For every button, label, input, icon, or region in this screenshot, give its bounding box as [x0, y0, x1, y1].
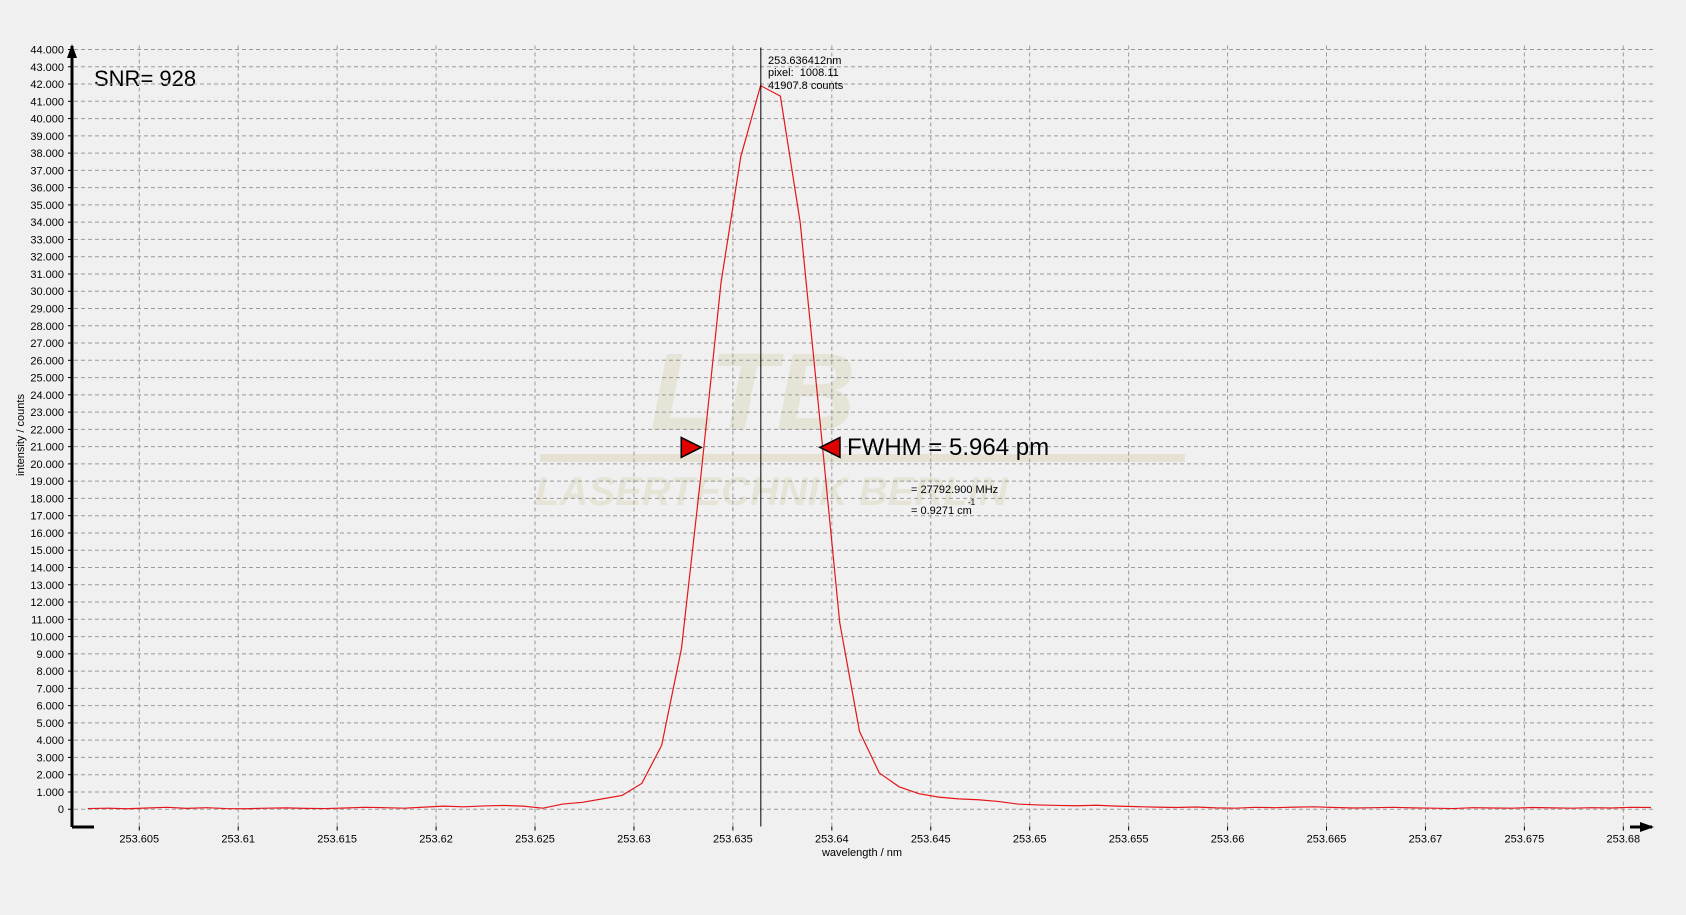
- y-tick-label: 29.000: [30, 304, 64, 316]
- x-tick-label: 253.645: [911, 834, 951, 846]
- x-tick-label: 253.615: [317, 834, 357, 846]
- y-tick-label: 14.000: [30, 563, 64, 575]
- fwhm-label: FWHM = 5.964 pm: [847, 434, 1049, 461]
- data-line: [87, 84, 1652, 810]
- y-axis-label: intensity / counts: [15, 394, 27, 476]
- x-tick-label: 253.63: [617, 834, 651, 846]
- y-tick-label: 20.000: [30, 459, 64, 471]
- y-tick-label: 0: [58, 804, 64, 816]
- y-tick-label: 15.000: [30, 545, 64, 557]
- plot-layer: 0 1.000 2.000 3.000 4.000 5.000 6.000 7.000 8.00…: [30, 45, 1653, 846]
- y-tick-label: 36.000: [30, 183, 64, 195]
- x-axis-label: wavelength / nm: [821, 847, 902, 859]
- y-tick-label: 3.000: [36, 752, 64, 764]
- y-tick-label: 35.000: [30, 200, 64, 212]
- y-tick-label: 33.000: [30, 234, 64, 246]
- y-tick-label: 40.000: [30, 114, 64, 126]
- x-tick-label: 253.61: [221, 834, 255, 846]
- y-axis-arrow: [67, 44, 77, 58]
- x-tick-label: 253.68: [1606, 834, 1640, 846]
- y-tick-label: 21.000: [30, 442, 64, 454]
- y-tick-label: 17.000: [30, 511, 64, 523]
- y-tick-label: 32.000: [30, 252, 64, 264]
- x-tick-label: 253.605: [119, 834, 159, 846]
- x-tick-label: 253.655: [1109, 834, 1149, 846]
- y-tick-label: 37.000: [30, 165, 64, 177]
- y-tick-label: 25.000: [30, 373, 64, 385]
- watermark-logo: LTB: [650, 331, 856, 454]
- y-tick-label: 10.000: [30, 632, 64, 644]
- x-tick-label: 253.64: [815, 834, 849, 846]
- y-tick-label: 12.000: [30, 597, 64, 609]
- x-tick-label: 253.665: [1307, 834, 1347, 846]
- y-tick-label: 42.000: [30, 79, 64, 91]
- y-tick-label: 11.000: [31, 614, 64, 626]
- y-tick-label: 1.000: [36, 787, 64, 799]
- x-tick-label: 253.625: [515, 834, 555, 846]
- y-tick-label: 44.000: [30, 45, 64, 57]
- y-tick-label: 4.000: [36, 735, 64, 747]
- y-tick-label: 8.000: [36, 666, 64, 678]
- y-tick-label: 9.000: [36, 649, 64, 661]
- cursor-label: 41907.8 counts: [768, 80, 844, 92]
- y-tick-label: 5.000: [36, 718, 64, 730]
- y-tick-label: 30.000: [30, 286, 64, 298]
- x-tick-label: 253.65: [1013, 834, 1047, 846]
- x-axis-arrow: [1640, 822, 1654, 832]
- y-tick-label: 2.000: [36, 770, 64, 782]
- x-tick-label: 253.67: [1409, 834, 1443, 846]
- y-tick-label: 41.000: [30, 96, 64, 108]
- x-tick-label: 253.635: [713, 834, 753, 846]
- y-tick-label: 39.000: [30, 131, 64, 143]
- y-tick-label: 18.000: [30, 493, 64, 505]
- chart-title: SNR= 928: [94, 66, 196, 91]
- watermark-text: LASERTECHNIK BERLIN: [535, 470, 1009, 514]
- y-tick-label: 13.000: [30, 580, 64, 592]
- y-tick-label: 7.000: [36, 683, 64, 695]
- y-tick-label: 23.000: [30, 407, 64, 419]
- y-tick-label: 19.000: [30, 476, 64, 488]
- y-tick-label: 27.000: [30, 338, 64, 350]
- y-tick-label: 16.000: [30, 528, 64, 540]
- y-tick-label: 28.000: [30, 321, 64, 333]
- y-tick-label: 31.000: [30, 269, 64, 281]
- x-tick-label: 253.675: [1505, 834, 1545, 846]
- y-tick-label: 6.000: [36, 701, 64, 713]
- fwhm-marker: [818, 436, 841, 459]
- y-tick-label: 43.000: [30, 62, 64, 74]
- y-tick-label: 38.000: [30, 148, 64, 160]
- y-tick-label: 22.000: [30, 424, 64, 436]
- fwhm-wavenumber: = 0.9271 cm: [911, 505, 972, 517]
- fwhm-wavenumber-exponent: -1: [968, 498, 976, 507]
- cursor-label: 253.636412nm: [768, 55, 841, 67]
- cursor-label: pixel: 1008.11: [768, 67, 839, 79]
- fwhm-marker: [680, 436, 703, 459]
- y-tick-label: 24.000: [30, 390, 64, 402]
- y-tick-label: 26.000: [30, 355, 64, 367]
- x-tick-label: 253.66: [1211, 834, 1245, 846]
- x-tick-label: 253.62: [419, 834, 453, 846]
- y-tick-label: 34.000: [30, 217, 64, 229]
- fwhm-frequency: = 27792.900 MHz: [911, 484, 998, 496]
